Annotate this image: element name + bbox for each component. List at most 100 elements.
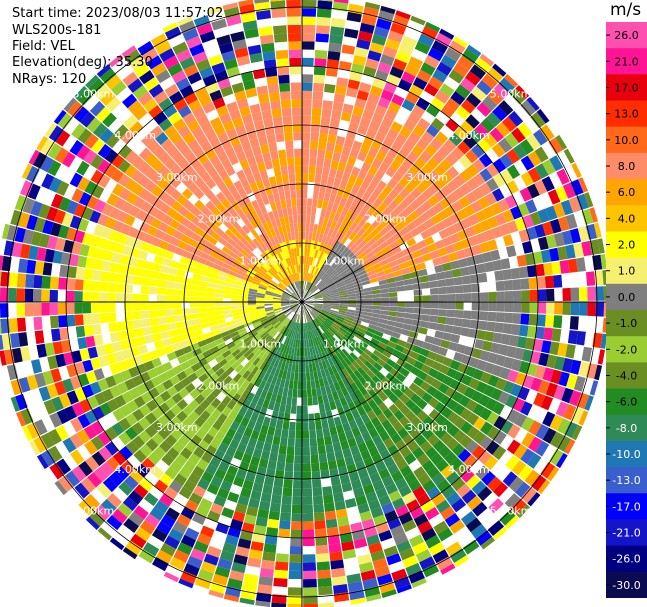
velocity-gate	[319, 312, 328, 318]
velocity-gate	[356, 304, 365, 309]
velocity-gate	[293, 463, 302, 472]
velocity-gate	[428, 397, 440, 409]
velocity-gate	[357, 366, 366, 376]
velocity-gate	[326, 281, 335, 288]
velocity-gate	[381, 419, 393, 431]
velocity-gate	[427, 195, 440, 207]
velocity-gate	[331, 391, 340, 401]
velocity-gate	[314, 302, 324, 305]
velocity-gate	[377, 202, 388, 213]
velocity-gate	[408, 131, 421, 144]
velocity-gate	[377, 573, 393, 586]
velocity-gate	[77, 413, 91, 429]
velocity-gate	[262, 484, 273, 495]
velocity-gate	[212, 333, 223, 341]
velocity-gate	[211, 18, 227, 31]
velocity-gate	[314, 306, 323, 310]
velocity-gate	[363, 311, 372, 317]
velocity-gate	[316, 387, 322, 397]
velocity-gate	[418, 327, 428, 335]
velocity-gate	[307, 239, 312, 249]
velocity-gate	[286, 329, 292, 338]
velocity-gate	[310, 380, 316, 389]
velocity-gate	[281, 294, 290, 298]
velocity-gate	[26, 374, 39, 391]
velocity-gate	[334, 332, 343, 341]
velocity-gate	[237, 538, 252, 549]
velocity-gate	[262, 372, 270, 382]
velocity-gate	[198, 94, 212, 107]
velocity-gate	[536, 314, 546, 327]
velocity-gate	[303, 603, 319, 607]
velocity-gate	[361, 351, 370, 361]
velocity-gate	[124, 378, 136, 391]
velocity-gate	[314, 49, 328, 59]
velocity-gate	[320, 116, 331, 126]
velocity-gate	[309, 223, 315, 232]
velocity-gate	[344, 455, 355, 466]
velocity-gate	[226, 66, 240, 78]
velocity-gate	[463, 293, 472, 302]
velocity-gate	[253, 275, 263, 282]
velocity-gate	[495, 280, 505, 291]
velocity-gate	[334, 344, 342, 353]
velocity-gate	[144, 425, 158, 438]
velocity-gate	[428, 421, 441, 434]
velocity-gate	[309, 429, 317, 439]
velocity-gate	[231, 305, 240, 310]
velocity-gate	[422, 415, 435, 428]
velocity-gate	[55, 353, 67, 368]
velocity-gate	[302, 413, 309, 423]
velocity-gate	[292, 265, 296, 274]
velocity-gate	[290, 248, 295, 257]
velocity-gate	[262, 416, 271, 427]
velocity-gate	[171, 151, 185, 164]
velocity-gate	[210, 397, 222, 409]
velocity-gate	[444, 205, 456, 217]
velocity-gate	[106, 515, 123, 531]
velocity-gate	[270, 339, 277, 348]
velocity-gate	[95, 106, 111, 122]
velocity-gate	[405, 399, 416, 410]
velocity-gate	[312, 309, 320, 315]
velocity-gate	[587, 286, 596, 301]
velocity-gate	[447, 424, 460, 438]
velocity-gate	[311, 310, 318, 317]
velocity-gate	[526, 363, 538, 377]
velocity-gate	[262, 152, 272, 162]
velocity-gate	[359, 255, 369, 264]
velocity-gate	[177, 240, 188, 250]
velocity-gate	[335, 135, 346, 146]
velocity-gate	[448, 69, 465, 84]
velocity-gate	[449, 379, 461, 391]
velocity-gate	[270, 444, 280, 454]
velocity-gate	[39, 357, 51, 372]
velocity-gate	[454, 526, 470, 541]
velocity-gate	[391, 451, 404, 464]
velocity-gate	[285, 258, 291, 267]
velocity-gate	[499, 367, 511, 380]
velocity-gate	[253, 119, 265, 130]
velocity-gate	[422, 479, 436, 493]
velocity-gate	[179, 256, 190, 265]
velocity-gate	[314, 305, 323, 309]
velocity-gate	[352, 55, 367, 66]
velocity-gate	[288, 275, 294, 284]
velocity-gate	[302, 247, 305, 256]
velocity-gate	[421, 131, 435, 144]
velocity-gate	[480, 117, 496, 133]
velocity-gate	[227, 238, 237, 247]
velocity-gate	[227, 379, 237, 390]
velocity-gate	[288, 346, 293, 356]
velocity-gate	[328, 168, 337, 178]
velocity-gate	[320, 287, 329, 293]
velocity-gate	[114, 351, 125, 363]
velocity-gate	[527, 492, 541, 507]
velocity-gate	[188, 170, 200, 182]
velocity-gate	[499, 153, 514, 169]
velocity-gate	[224, 353, 235, 363]
velocity-gate	[310, 215, 316, 224]
velocity-gate	[151, 185, 164, 198]
velocity-gate	[405, 91, 420, 105]
velocity-gate	[394, 251, 405, 260]
